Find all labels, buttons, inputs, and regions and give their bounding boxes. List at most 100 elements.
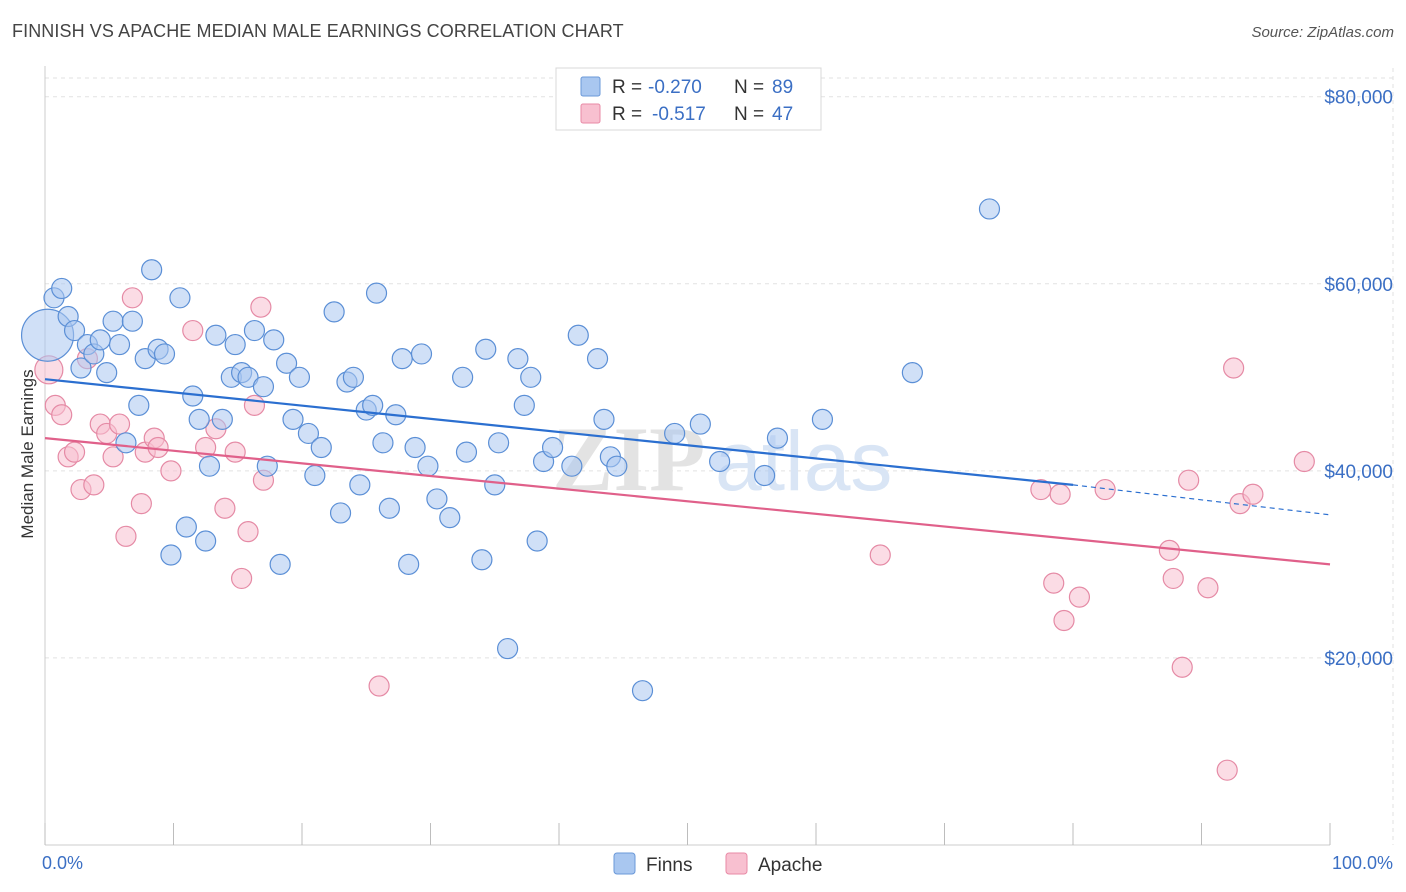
finns-point (160, 544, 182, 566)
legend-label-apache: Apache (758, 855, 822, 876)
apache-point (1068, 586, 1091, 608)
finns-point (426, 488, 448, 510)
finns-point (471, 549, 493, 571)
finns-point (108, 333, 131, 356)
finns-point (901, 362, 923, 384)
finns-point (520, 366, 542, 388)
legend-n-label-apache: N = (734, 104, 764, 125)
apache-point (63, 441, 86, 463)
y-tick-label: $40,000 (1324, 462, 1393, 483)
finns-point (224, 333, 246, 356)
apache-point (182, 319, 204, 342)
finns-point (70, 357, 92, 379)
finns-point (631, 680, 654, 702)
y-tick-label: $20,000 (1324, 649, 1393, 670)
finns-point (153, 343, 176, 365)
legend-swatch-apache-bottom (725, 852, 748, 875)
finns-point (391, 348, 413, 370)
finns-point (237, 366, 259, 388)
finns-point (205, 324, 227, 346)
finns-point (978, 198, 1001, 220)
legend-swatch-finns (580, 76, 601, 97)
apache-point (1171, 656, 1193, 678)
series-legend: Finns Apache (613, 852, 822, 876)
finns-point (63, 319, 86, 342)
trendlines (44, 378, 1331, 566)
y-tick-label: $80,000 (1324, 88, 1393, 109)
apache-trendline (44, 437, 1331, 566)
finns-point (455, 441, 478, 463)
legend-swatch-finns-bottom (613, 852, 636, 875)
finns-point (526, 530, 548, 552)
finns-point (410, 343, 433, 365)
finns-point (188, 408, 210, 431)
finns-point (89, 329, 111, 351)
finns-point (275, 352, 298, 374)
finns-point (304, 464, 326, 487)
finns-point (417, 455, 439, 477)
finns-point (115, 432, 137, 454)
finns-point (297, 422, 320, 445)
finns-point (398, 553, 420, 575)
apache-point (102, 446, 124, 468)
finns-point (269, 553, 291, 575)
finns-point (349, 474, 371, 496)
finns-point (141, 259, 163, 281)
apache-point (160, 460, 182, 482)
apache-point (108, 413, 131, 435)
legend-label-finns: Finns (646, 855, 692, 876)
watermark-atlas: atlas (715, 414, 892, 508)
finns-point (102, 310, 124, 332)
apache-point (869, 544, 891, 566)
x-tick-label-max: 100.0% (1332, 853, 1393, 873)
finns-point (211, 408, 233, 431)
finns-point (169, 287, 191, 309)
watermark: ZIP atlas (552, 408, 892, 510)
apache-point (83, 474, 105, 496)
apache-point (1178, 469, 1200, 491)
finns-point (689, 413, 711, 435)
apache-point (1162, 567, 1184, 590)
chart-title: FINNISH VS APACHE MEDIAN MALE EARNINGS C… (12, 21, 624, 41)
finns-point (404, 436, 426, 459)
finns-point (96, 362, 118, 384)
finns-point (709, 450, 731, 473)
finns-point (365, 282, 388, 304)
apache-point (130, 492, 152, 515)
apache-point (51, 404, 73, 426)
finns-point (561, 455, 583, 477)
finns-point (198, 455, 221, 477)
source-label: Source: ZipAtlas.com (1251, 24, 1394, 41)
finns-point (606, 455, 628, 477)
finns-point (121, 310, 143, 332)
apache-point (250, 296, 272, 318)
apache-point (1223, 357, 1245, 379)
series-finns (20, 198, 1001, 702)
legend-box: R = -0.270 N = 89 R = -0.517 N = 47 (555, 67, 822, 131)
finns-point (513, 394, 535, 416)
apache-point (115, 525, 137, 547)
legend-r-label-finns: R = (612, 77, 642, 98)
finns-point (586, 348, 609, 370)
apache-point (231, 567, 253, 590)
apache-point (1242, 483, 1264, 505)
finns-point (323, 301, 345, 323)
finns-point (243, 319, 266, 342)
finns-point (263, 329, 285, 351)
y-axis-title: Median Male Earnings (18, 369, 37, 538)
apache-point (1049, 483, 1071, 505)
legend-r-value-apache: -0.517 (652, 104, 706, 125)
finns-point (766, 427, 789, 449)
legend-n-value-apache: 47 (772, 104, 793, 125)
finns-point (342, 366, 364, 388)
apache-point (214, 497, 236, 519)
series-apache (34, 287, 1315, 781)
finns-point (195, 530, 217, 552)
finns-point (593, 408, 615, 431)
finns-point (439, 507, 461, 529)
finns-trendline-extension (1072, 484, 1331, 516)
apache-point (368, 675, 390, 697)
finns-point (497, 637, 519, 660)
finns-point (288, 366, 311, 388)
finns-point (507, 348, 529, 370)
